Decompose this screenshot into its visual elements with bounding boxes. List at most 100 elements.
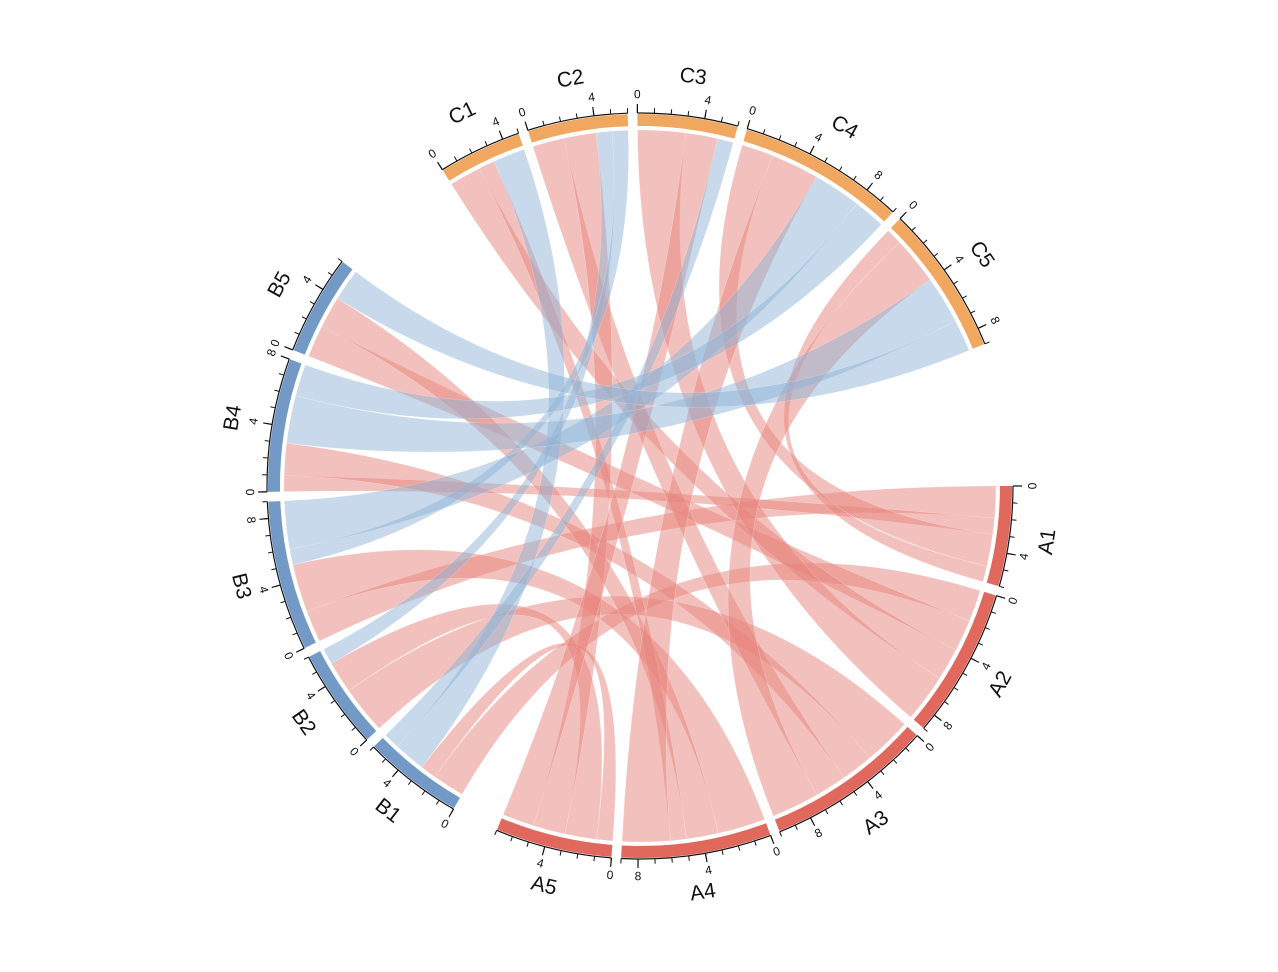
tick-label: 0 xyxy=(634,87,641,101)
minor-tick xyxy=(542,120,545,126)
minor-tick xyxy=(270,406,276,409)
minor-tick xyxy=(879,196,884,202)
minor-tick xyxy=(839,800,843,806)
minor-tick xyxy=(454,156,458,162)
minor-tick xyxy=(978,642,984,646)
sector-label: B2 xyxy=(287,705,321,739)
major-tick xyxy=(970,657,980,663)
tick-label: 4 xyxy=(587,90,596,105)
tick-label: 8 xyxy=(812,825,825,841)
minor-tick xyxy=(301,316,307,320)
tick-label: 0 xyxy=(281,650,297,662)
major-tick xyxy=(592,106,595,116)
sector-label: C3 xyxy=(678,63,708,89)
sector-axis xyxy=(637,112,738,127)
tick-label: 4 xyxy=(704,93,713,108)
link xyxy=(337,271,970,408)
sector-arc xyxy=(890,219,984,349)
minor-tick xyxy=(369,746,374,751)
tick-label: 0 xyxy=(439,816,452,832)
minor-tick xyxy=(962,295,967,299)
tick-label: 0 xyxy=(606,868,614,882)
minor-tick xyxy=(516,128,520,134)
tick-label: 0 xyxy=(517,105,528,120)
minor-tick xyxy=(824,157,828,163)
link xyxy=(286,279,956,453)
minor-tick xyxy=(407,780,412,785)
minor-tick xyxy=(309,301,315,305)
sector-arc xyxy=(913,591,996,728)
link xyxy=(323,130,615,664)
sector-arc xyxy=(986,486,1012,587)
minor-tick xyxy=(576,853,579,859)
major-tick xyxy=(977,324,987,329)
tick-label: 0 xyxy=(771,844,782,860)
tick-label: 4 xyxy=(380,776,394,791)
sector-axis xyxy=(496,829,612,859)
major-tick xyxy=(317,685,326,692)
major-tick xyxy=(704,853,708,863)
tick-label: 4 xyxy=(952,252,967,266)
minor-tick xyxy=(351,726,356,731)
link xyxy=(621,155,817,843)
minor-tick xyxy=(905,747,910,752)
sector-label: B5 xyxy=(263,268,296,302)
minor-tick xyxy=(421,790,426,796)
sector-label: A4 xyxy=(688,879,717,906)
minor-tick xyxy=(853,175,857,181)
major-tick xyxy=(541,846,546,856)
link xyxy=(385,138,734,747)
tick-label: 4 xyxy=(812,129,825,145)
tick-label: 8 xyxy=(264,347,280,358)
minor-tick xyxy=(880,770,885,776)
minor-tick xyxy=(303,656,309,660)
major-tick xyxy=(866,182,874,191)
tick-label: 0 xyxy=(267,337,283,349)
minor-tick xyxy=(264,440,270,442)
sector-arc xyxy=(528,114,629,143)
sector-arc xyxy=(497,818,613,857)
minor-tick xyxy=(280,600,286,604)
minor-tick xyxy=(984,627,990,630)
sector-arc xyxy=(637,114,738,139)
major-tick xyxy=(996,595,1006,599)
minor-tick xyxy=(923,727,928,732)
minor-tick xyxy=(794,141,798,147)
tick-label: 4 xyxy=(871,787,885,802)
minor-tick xyxy=(944,701,949,705)
major-tick xyxy=(280,355,290,360)
minor-tick xyxy=(953,687,959,691)
sector-axis xyxy=(266,501,305,649)
minor-tick xyxy=(494,830,498,836)
sector-label: C2 xyxy=(555,65,585,92)
major-tick xyxy=(746,119,751,129)
link xyxy=(502,132,718,827)
major-tick xyxy=(391,769,399,778)
minor-tick xyxy=(737,845,741,851)
link xyxy=(783,230,988,583)
tick-label: 8 xyxy=(244,516,259,524)
sector-arc xyxy=(268,501,316,648)
sector-arc xyxy=(293,262,353,355)
minor-tick xyxy=(267,551,273,554)
sector-axis xyxy=(266,358,290,492)
major-tick xyxy=(524,121,529,131)
minor-tick xyxy=(285,616,292,620)
tick-label: 4 xyxy=(704,863,713,878)
major-tick xyxy=(943,264,952,271)
minor-tick xyxy=(687,111,690,117)
sector-axis xyxy=(373,746,454,810)
tick-label: 4 xyxy=(303,689,319,702)
minor-tick xyxy=(265,534,271,537)
minor-tick xyxy=(737,121,740,127)
minor-tick xyxy=(593,856,596,862)
sector-label: C5 xyxy=(965,237,999,272)
major-tick xyxy=(1006,552,1016,556)
minor-tick xyxy=(853,791,858,796)
sector-axis xyxy=(998,485,1014,587)
sector-axis xyxy=(621,834,771,860)
sector-axis xyxy=(442,132,519,171)
sector-arc xyxy=(774,726,917,831)
minor-tick xyxy=(558,116,562,122)
minor-tick xyxy=(1003,569,1009,572)
